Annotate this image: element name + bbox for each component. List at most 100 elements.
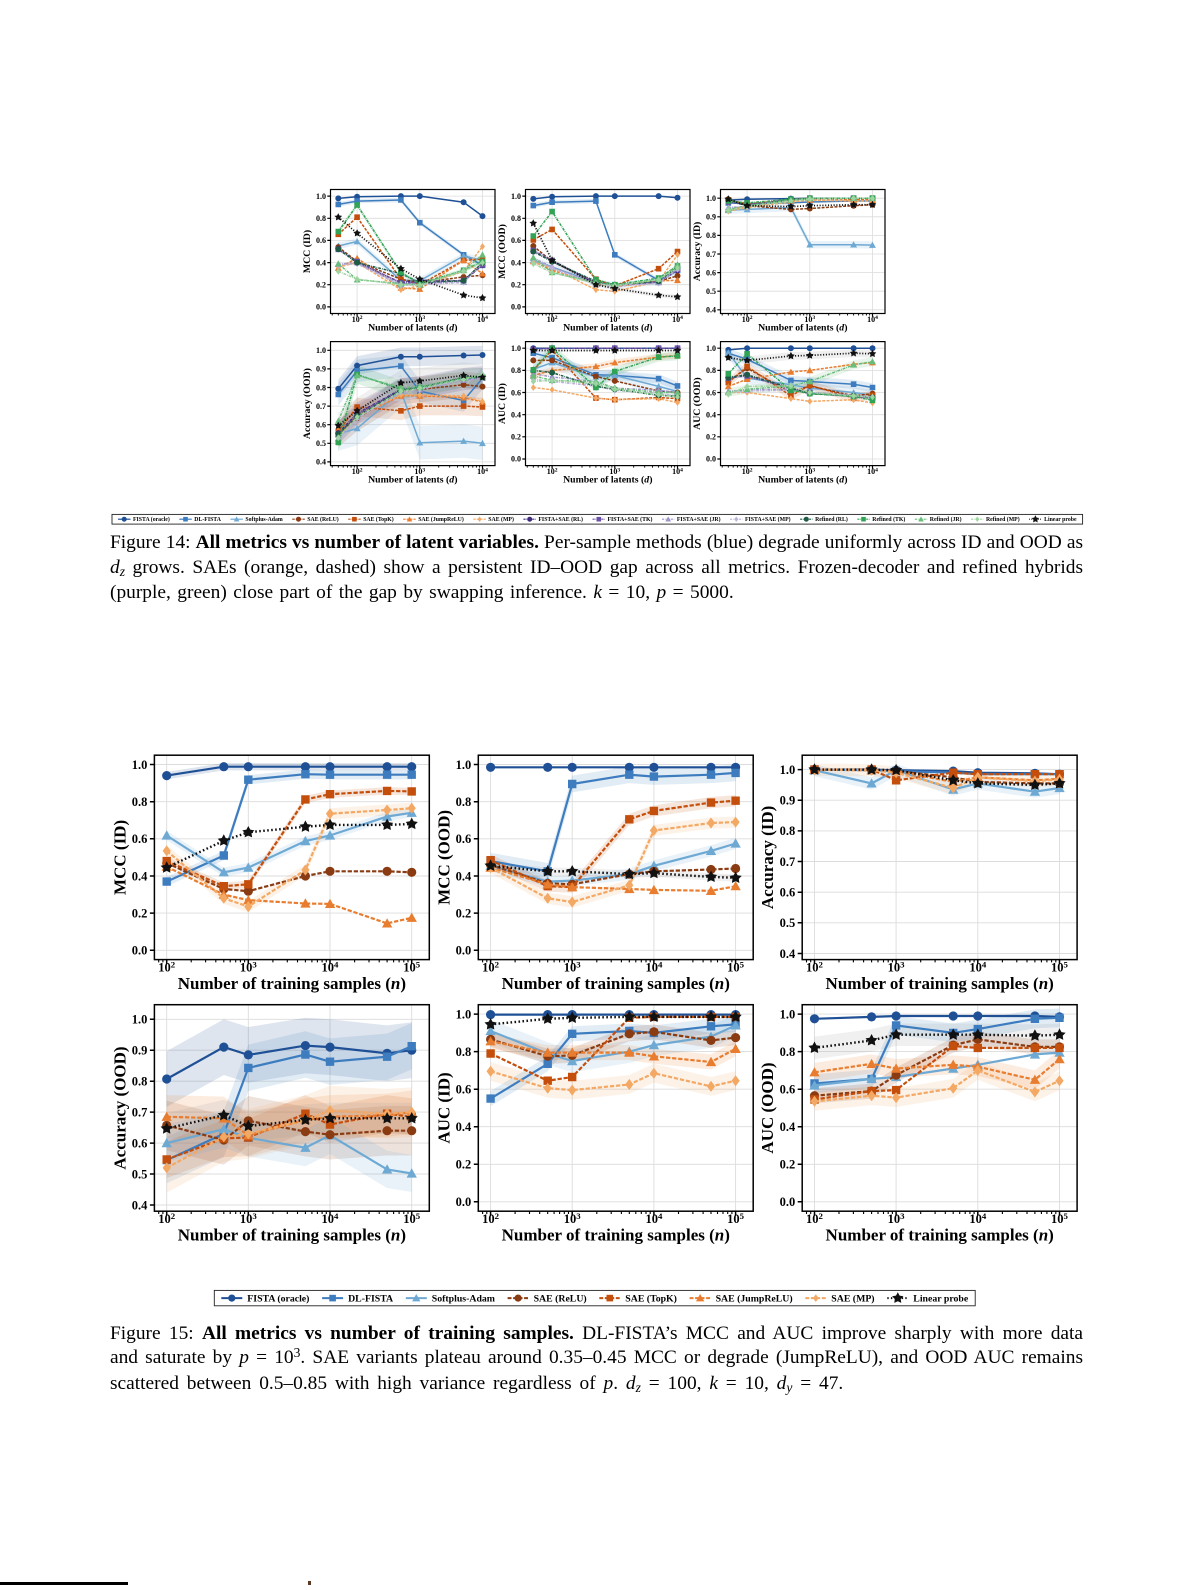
svg-text:0.6: 0.6 <box>132 1136 148 1150</box>
svg-text:0.6: 0.6 <box>706 388 716 397</box>
svg-text:0.0: 0.0 <box>706 455 716 464</box>
svg-text:104: 104 <box>322 960 340 975</box>
svg-text:0.0: 0.0 <box>511 303 521 312</box>
svg-text:0.2: 0.2 <box>132 907 148 921</box>
svg-text:SAE (JumpReLU): SAE (JumpReLU) <box>418 516 464 523</box>
svg-text:SAE (ReLU): SAE (ReLU) <box>307 516 338 523</box>
svg-text:0.4: 0.4 <box>706 306 716 315</box>
svg-text:102: 102 <box>158 1211 176 1226</box>
svg-text:Accuracy (OOD): Accuracy (OOD) <box>110 1046 129 1169</box>
svg-text:102: 102 <box>742 315 753 324</box>
svg-text:Number of latents (d): Number of latents (d) <box>368 475 457 486</box>
svg-text:0.6: 0.6 <box>511 236 521 245</box>
svg-text:0.5: 0.5 <box>132 1167 148 1181</box>
svg-text:0.8: 0.8 <box>780 824 796 838</box>
svg-text:0.4: 0.4 <box>456 1120 472 1134</box>
svg-text:Number of training samples (n): Number of training samples (n) <box>826 1226 1054 1245</box>
svg-text:FISTA (oracle): FISTA (oracle) <box>133 516 170 523</box>
svg-text:102: 102 <box>547 467 558 476</box>
svg-text:0.8: 0.8 <box>706 366 716 375</box>
svg-text:0.2: 0.2 <box>780 1158 796 1172</box>
svg-text:Linear probe: Linear probe <box>1044 517 1077 523</box>
svg-text:Number of latents (d): Number of latents (d) <box>563 323 652 334</box>
svg-text:1.0: 1.0 <box>132 758 148 772</box>
svg-text:Number of latents (d): Number of latents (d) <box>758 323 847 334</box>
svg-text:105: 105 <box>403 960 421 975</box>
svg-text:SAE (MP): SAE (MP) <box>488 516 514 523</box>
svg-text:AUC (OOD): AUC (OOD) <box>692 377 703 430</box>
svg-text:MCC (ID): MCC (ID) <box>302 230 313 273</box>
svg-text:103: 103 <box>804 315 815 324</box>
svg-text:0.8: 0.8 <box>511 214 521 223</box>
svg-text:0.6: 0.6 <box>456 1083 472 1097</box>
svg-text:MCC (ID): MCC (ID) <box>110 820 129 895</box>
svg-text:0.4: 0.4 <box>132 1198 148 1212</box>
svg-text:Accuracy (ID): Accuracy (ID) <box>692 222 703 282</box>
svg-text:0.6: 0.6 <box>511 388 521 397</box>
svg-text:Accuracy (OOD): Accuracy (OOD) <box>302 368 313 439</box>
svg-text:1.0: 1.0 <box>316 346 326 355</box>
svg-text:103: 103 <box>240 1211 257 1226</box>
svg-text:0.7: 0.7 <box>780 855 796 869</box>
svg-text:DL-FISTA: DL-FISTA <box>348 1294 393 1305</box>
svg-text:0.2: 0.2 <box>511 433 521 442</box>
svg-text:102: 102 <box>352 467 363 476</box>
svg-text:1.0: 1.0 <box>456 758 472 772</box>
svg-text:104: 104 <box>477 467 488 476</box>
svg-text:FISTA+SAE (JR): FISTA+SAE (JR) <box>677 516 721 523</box>
svg-text:0.8: 0.8 <box>316 383 326 392</box>
svg-text:1.0: 1.0 <box>780 1007 796 1021</box>
svg-text:0.7: 0.7 <box>706 250 716 259</box>
svg-text:103: 103 <box>804 467 815 476</box>
svg-text:0.8: 0.8 <box>132 1075 148 1089</box>
svg-text:105: 105 <box>1051 1211 1069 1226</box>
svg-text:0.4: 0.4 <box>316 258 326 267</box>
svg-text:Number of training samples (n): Number of training samples (n) <box>502 1226 730 1245</box>
svg-text:0.2: 0.2 <box>456 1158 472 1172</box>
svg-text:102: 102 <box>742 467 753 476</box>
svg-text:102: 102 <box>482 1211 500 1226</box>
svg-text:104: 104 <box>645 960 663 975</box>
svg-text:104: 104 <box>322 1211 340 1226</box>
svg-text:Refined (TK): Refined (TK) <box>872 516 905 523</box>
svg-text:AUC (ID): AUC (ID) <box>434 1072 453 1143</box>
svg-text:104: 104 <box>969 960 987 975</box>
svg-text:0.4: 0.4 <box>456 869 472 883</box>
svg-text:0.6: 0.6 <box>316 236 326 245</box>
svg-text:Number of latents (d): Number of latents (d) <box>758 475 847 486</box>
svg-text:0.2: 0.2 <box>511 281 521 290</box>
svg-text:104: 104 <box>645 1211 663 1226</box>
svg-text:FISTA (oracle): FISTA (oracle) <box>247 1294 309 1305</box>
svg-text:SAE (MP): SAE (MP) <box>831 1294 874 1305</box>
svg-text:Number of latents (d): Number of latents (d) <box>563 475 652 486</box>
svg-text:Number of training samples (n): Number of training samples (n) <box>826 974 1054 993</box>
svg-text:1.0: 1.0 <box>456 1007 472 1021</box>
svg-text:0.9: 0.9 <box>706 213 716 222</box>
svg-text:Refined (MP): Refined (MP) <box>986 516 1020 523</box>
svg-text:103: 103 <box>609 315 620 324</box>
svg-text:1.0: 1.0 <box>706 344 716 353</box>
svg-text:Number of training samples (n): Number of training samples (n) <box>502 974 730 993</box>
svg-text:1.0: 1.0 <box>511 344 521 353</box>
svg-text:Softplus-Adam: Softplus-Adam <box>432 1294 495 1305</box>
svg-text:102: 102 <box>482 960 500 975</box>
svg-text:0.8: 0.8 <box>456 1045 472 1059</box>
svg-text:104: 104 <box>672 467 683 476</box>
svg-text:0.7: 0.7 <box>132 1105 148 1119</box>
svg-text:Accuracy (ID): Accuracy (ID) <box>758 806 777 909</box>
svg-text:FISTA+SAE (TK): FISTA+SAE (TK) <box>608 516 653 523</box>
svg-text:SAE (TopK): SAE (TopK) <box>625 1294 677 1305</box>
svg-text:Softplus-Adam: Softplus-Adam <box>245 517 283 523</box>
svg-text:104: 104 <box>672 315 683 324</box>
svg-text:103: 103 <box>888 960 906 975</box>
svg-text:0.9: 0.9 <box>316 365 326 374</box>
svg-text:Refined (JR): Refined (JR) <box>930 516 962 523</box>
svg-text:FISTA+SAE (RL): FISTA+SAE (RL) <box>538 516 583 523</box>
svg-text:DL-FISTA: DL-FISTA <box>194 517 221 523</box>
svg-text:0.4: 0.4 <box>780 1120 796 1134</box>
svg-text:0.8: 0.8 <box>706 231 716 240</box>
svg-text:0.0: 0.0 <box>456 1195 472 1209</box>
svg-text:104: 104 <box>477 315 488 324</box>
svg-text:Refined (RL): Refined (RL) <box>815 516 848 523</box>
svg-text:103: 103 <box>564 960 582 975</box>
